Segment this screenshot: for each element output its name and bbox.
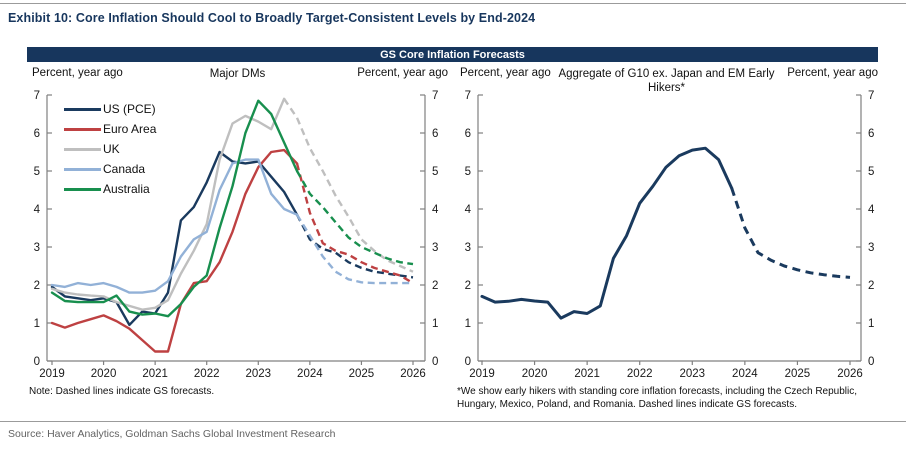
svg-text:5: 5 bbox=[465, 166, 471, 178]
left-chart-note: Note: Dashed lines indicate GS forecasts… bbox=[29, 386, 215, 397]
legend-swatch bbox=[64, 167, 101, 171]
chart-group-header: GS Core Inflation Forecasts bbox=[27, 47, 878, 62]
source-line: Source: Haver Analytics, Goldman Sachs G… bbox=[8, 428, 336, 440]
svg-text:7: 7 bbox=[465, 90, 471, 102]
legend-swatch bbox=[64, 127, 101, 131]
right-chart-ylabel-left: Percent, year ago bbox=[460, 67, 551, 79]
legend-label: Canada bbox=[103, 162, 146, 176]
svg-text:2019: 2019 bbox=[469, 368, 495, 380]
svg-text:2024: 2024 bbox=[732, 368, 758, 380]
chart-group-title: GS Core Inflation Forecasts bbox=[380, 48, 525, 61]
svg-text:1: 1 bbox=[432, 318, 438, 330]
svg-text:2026: 2026 bbox=[400, 368, 426, 380]
svg-text:6: 6 bbox=[34, 128, 40, 140]
svg-text:5: 5 bbox=[432, 166, 438, 178]
svg-text:2: 2 bbox=[432, 280, 438, 292]
svg-text:4: 4 bbox=[34, 204, 41, 216]
svg-text:4: 4 bbox=[465, 204, 472, 216]
legend-label: UK bbox=[103, 142, 120, 156]
svg-text:3: 3 bbox=[868, 242, 874, 254]
left-chart-title: Major DMs bbox=[209, 68, 266, 80]
svg-text:2025: 2025 bbox=[785, 368, 811, 380]
svg-text:0: 0 bbox=[465, 356, 471, 368]
svg-text:5: 5 bbox=[34, 166, 40, 178]
svg-text:6: 6 bbox=[432, 128, 438, 140]
legend-swatch bbox=[64, 187, 101, 191]
svg-text:2020: 2020 bbox=[522, 368, 548, 380]
legend-swatch bbox=[64, 147, 101, 151]
right-chart-footnote: *We show early hikers with standing core… bbox=[457, 386, 858, 410]
svg-text:2026: 2026 bbox=[837, 368, 863, 380]
svg-text:0: 0 bbox=[34, 356, 40, 368]
top-divider bbox=[0, 3, 906, 4]
svg-text:2023: 2023 bbox=[245, 368, 271, 380]
svg-text:4: 4 bbox=[432, 204, 439, 216]
legend: US (PCE) Euro Area UK Canada Australia bbox=[64, 99, 156, 199]
right-chart: 0 0 1 1 2 2 3 3 4 4 5 5 6 6 7 7 2019 2020 2021 2022 2023 2024… bbox=[465, 90, 875, 380]
svg-text:3: 3 bbox=[465, 242, 471, 254]
svg-text:4: 4 bbox=[868, 204, 875, 216]
right-chart-title: Aggregate of G10 ex. Japan and EM Early … bbox=[558, 68, 775, 95]
svg-text:3: 3 bbox=[34, 242, 40, 254]
svg-text:6: 6 bbox=[465, 128, 471, 140]
svg-text:3: 3 bbox=[432, 242, 438, 254]
svg-text:2024: 2024 bbox=[297, 368, 323, 380]
right-chart-panel: Percent, year ago Aggregate of G10 ex. J… bbox=[455, 63, 878, 413]
legend-label: US (PCE) bbox=[103, 102, 156, 116]
left-chart-panel: Percent, year ago Major DMs Percent, yea… bbox=[27, 63, 448, 413]
svg-text:2021: 2021 bbox=[142, 368, 168, 380]
svg-text:2: 2 bbox=[465, 280, 471, 292]
legend-swatch bbox=[64, 107, 101, 111]
svg-text:7: 7 bbox=[432, 90, 438, 102]
left-chart: 0 0 1 1 2 2 3 3 4 4 5 5 6 6 7 7 2019 2020 2021 2022 2023 2024… bbox=[34, 90, 439, 380]
legend-item-australia: Australia bbox=[64, 179, 156, 199]
legend-item-canada: Canada bbox=[64, 159, 156, 179]
svg-text:2020: 2020 bbox=[91, 368, 117, 380]
exhibit-title: Exhibit 10: Core Inflation Should Cool t… bbox=[8, 11, 536, 25]
left-chart-ylabel-left: Percent, year ago bbox=[32, 67, 123, 79]
right-chart-ylabel-right: Percent, year ago bbox=[787, 67, 878, 79]
svg-text:5: 5 bbox=[868, 166, 874, 178]
svg-text:7: 7 bbox=[34, 90, 40, 102]
svg-text:2023: 2023 bbox=[679, 368, 705, 380]
svg-text:2022: 2022 bbox=[194, 368, 220, 380]
svg-text:1: 1 bbox=[465, 318, 471, 330]
legend-label: Euro Area bbox=[103, 122, 157, 136]
svg-text:2021: 2021 bbox=[574, 368, 600, 380]
svg-text:7: 7 bbox=[868, 90, 874, 102]
legend-item-euro-area: Euro Area bbox=[64, 119, 156, 139]
svg-text:2025: 2025 bbox=[349, 368, 375, 380]
svg-text:2: 2 bbox=[868, 280, 874, 292]
legend-label: Australia bbox=[103, 182, 150, 196]
bottom-divider bbox=[0, 421, 906, 422]
svg-text:1: 1 bbox=[34, 318, 40, 330]
svg-text:0: 0 bbox=[432, 356, 438, 368]
left-chart-ylabel-right: Percent, year ago bbox=[357, 67, 448, 79]
svg-text:2019: 2019 bbox=[39, 368, 65, 380]
svg-text:0: 0 bbox=[868, 356, 874, 368]
legend-item-us-pce: US (PCE) bbox=[64, 99, 156, 119]
svg-text:2022: 2022 bbox=[627, 368, 653, 380]
svg-text:1: 1 bbox=[868, 318, 874, 330]
svg-text:2: 2 bbox=[34, 280, 40, 292]
legend-item-uk: UK bbox=[64, 139, 156, 159]
svg-text:6: 6 bbox=[868, 128, 874, 140]
